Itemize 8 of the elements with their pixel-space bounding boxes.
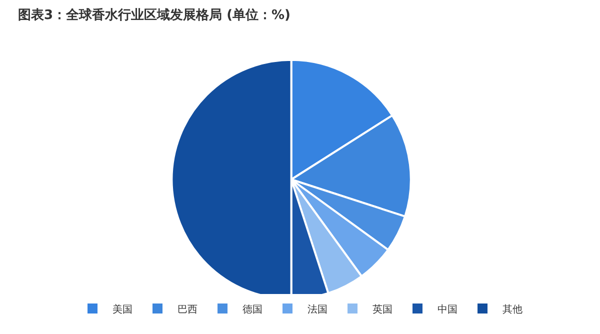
chart-title: 图表3：全球香水行业区域发展格局 (单位：%) [18, 7, 290, 24]
legend-label: 其他 [502, 303, 522, 316]
legend-label: 巴西 [178, 304, 198, 316]
legend-label: 中国 [438, 303, 458, 316]
legend-label: 美国 [112, 303, 132, 316]
legend-label: 法国 [308, 303, 328, 316]
legend-label: 英国 [372, 303, 392, 316]
legend-label: 德国 [242, 304, 262, 316]
